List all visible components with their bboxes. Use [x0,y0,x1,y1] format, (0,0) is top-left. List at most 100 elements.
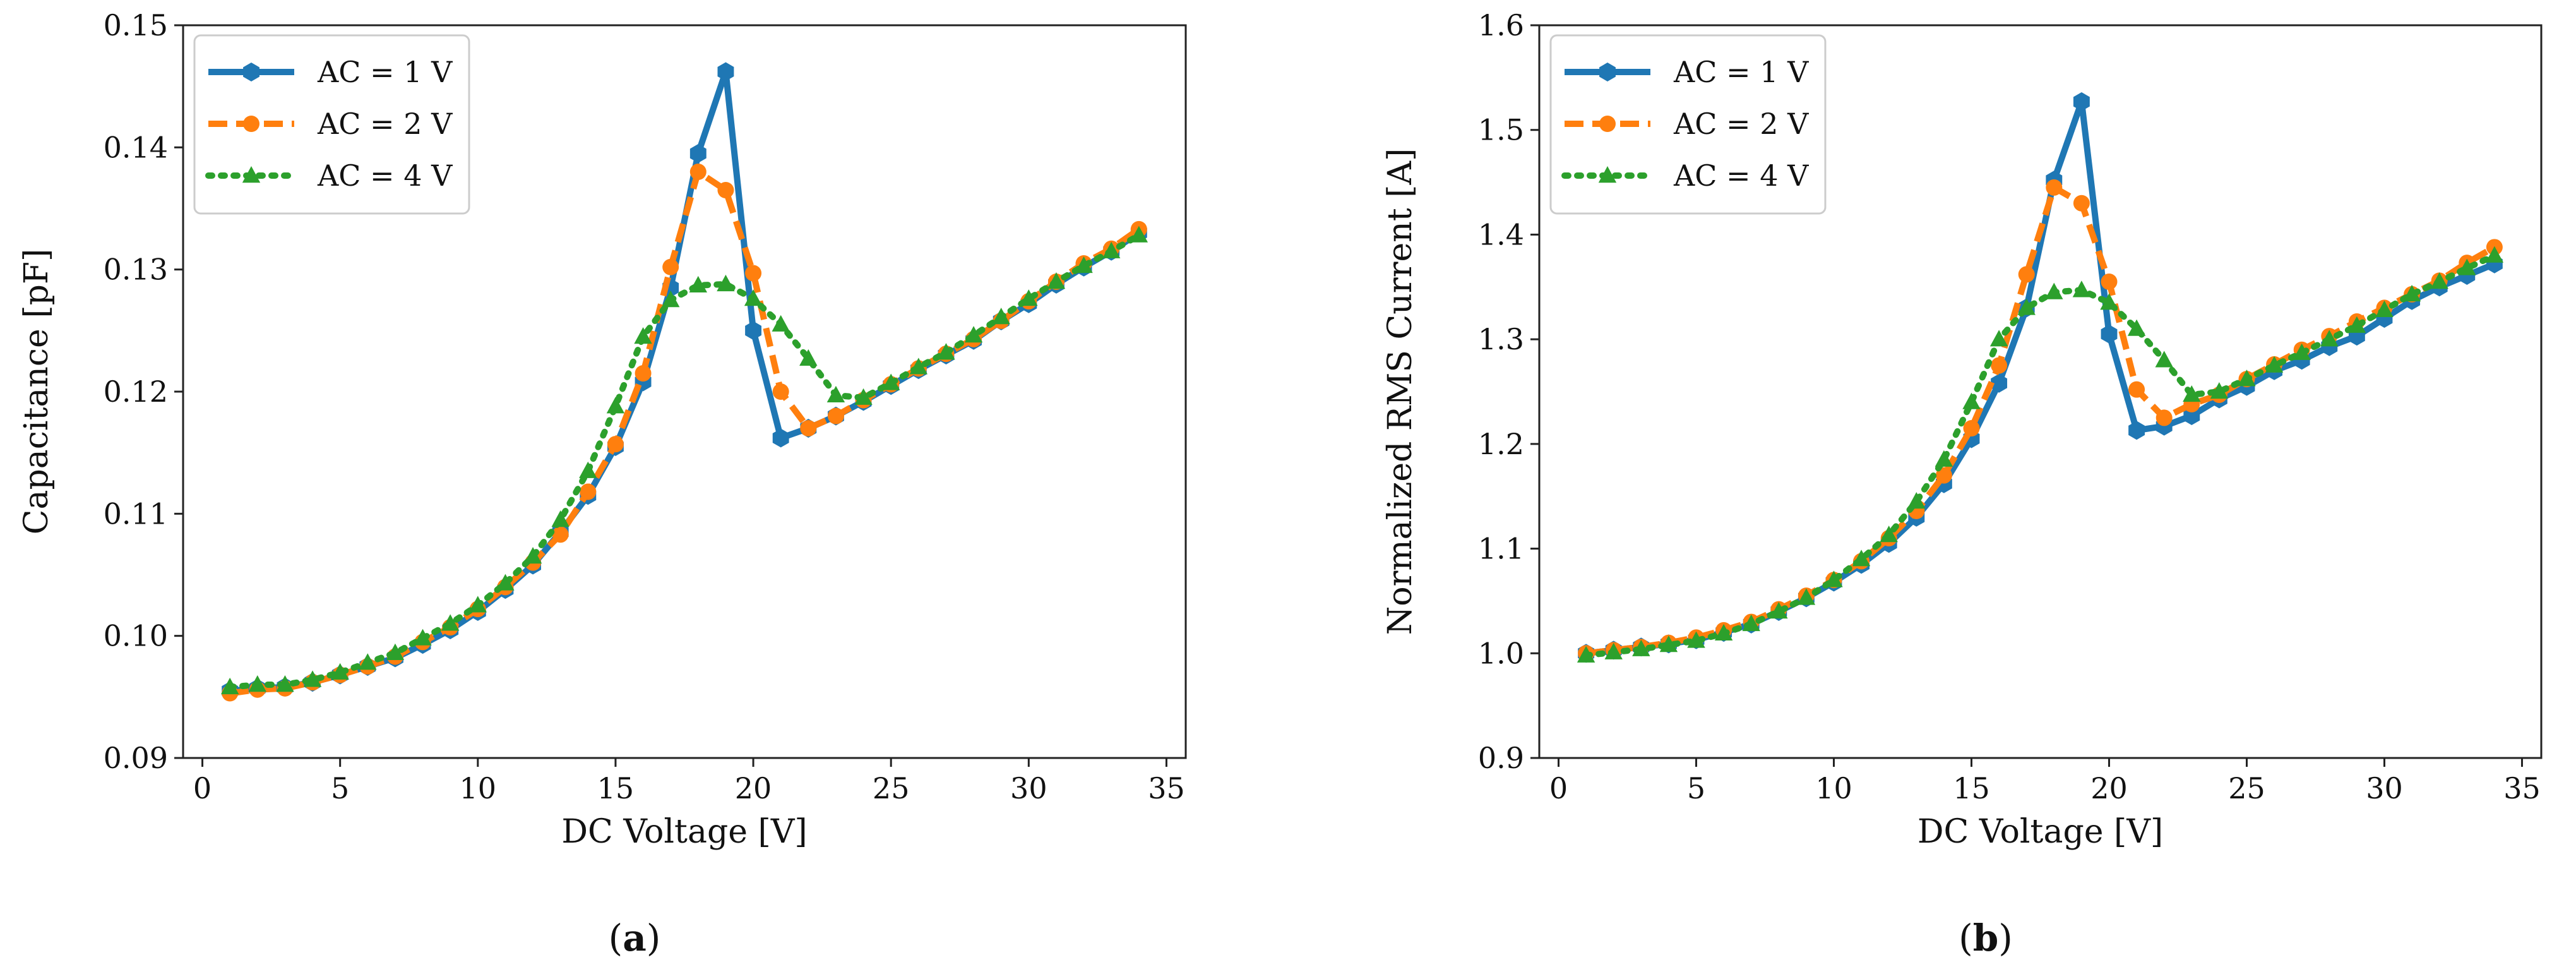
y-tick-label: 0.13 [104,253,168,287]
data-point [1632,639,1650,656]
legend-label-1: AC = 1 V [1673,55,1809,89]
legend-marker-3 [242,166,261,183]
data-point [1770,602,1788,619]
data-point [854,388,873,405]
data-point [2210,382,2229,399]
legend-marker-3 [1598,166,1617,183]
data-point [1907,492,1926,509]
x-tick-label: 25 [873,771,910,805]
data-point [2265,356,2284,373]
data-point [1991,373,2008,393]
data-point [800,420,817,436]
x-tick-label: 10 [460,771,497,805]
chart-panel-a: 0 5 10 15 20 25 30 35 0.09 0.10 0.11 0.12 0.13 0.14 0.… [18,8,1187,959]
x-axis-label: DC Voltage [V] [561,813,807,851]
data-point [2018,266,2035,283]
chart-panel-b: 0 5 10 15 20 25 30 35 0.9 1.0 1.1 1.2 1.3 1.4 1.5 1.6 DC… [1381,8,2543,959]
legend-label-3: AC = 4 V [317,159,453,193]
x-tick-label: 5 [331,771,349,805]
data-point [881,373,900,390]
series-3 [220,225,1148,695]
data-point [2375,300,2394,317]
legend-marker-1 [243,63,259,81]
data-point [2072,280,2091,298]
panel-label: (b) [1959,917,2013,959]
data-point [1962,392,1981,409]
data-point [607,436,624,453]
data-point [937,343,955,360]
data-point [2101,274,2118,290]
data-point [1604,642,1623,659]
series-line-3 [1583,252,2498,659]
x-tick-label: 15 [1953,771,1990,805]
data-point [689,144,707,163]
data-point [2017,298,2036,315]
data-point [1687,631,1705,648]
data-point [772,428,789,448]
data-point [2101,324,2118,344]
data-point [1130,225,1148,243]
data-point [552,526,569,543]
data-point [359,653,377,670]
data-point [1714,623,1733,641]
legend-label-2: AC = 2 V [1673,107,1809,141]
data-point [964,326,983,343]
y-tick-label: 0.09 [104,741,168,775]
data-point [248,675,266,692]
series-line-2 [229,169,1141,697]
data-point [689,275,708,293]
data-point [1075,256,1093,274]
data-point [1852,550,1871,567]
y-tick-label: 1.5 [1478,113,1524,147]
data-point [1047,272,1066,289]
data-point [2156,409,2173,426]
data-point [772,315,790,332]
axes-frame [1538,24,2543,759]
y-tick-label: 1.2 [1478,427,1524,461]
data-point [744,289,763,306]
data-point [2293,343,2311,360]
data-point [2347,316,2366,333]
x-tick-label: 5 [1687,771,1705,805]
data-point [2430,272,2448,289]
data-point [2045,282,2063,299]
data-point [689,164,707,180]
data-point [2402,284,2421,302]
data-point [1797,588,1816,605]
x-tick-label: 15 [597,771,635,805]
legend-label-2: AC = 2 V [317,107,453,141]
data-point [909,358,928,375]
x-tick-label: 30 [1010,771,1047,805]
data-point [2046,179,2063,196]
y-tick-label: 1.4 [1478,217,1524,251]
data-point [745,321,762,340]
x-axis-label: DC Voltage [V] [1917,813,2163,851]
data-point [1577,646,1595,663]
data-point [303,670,322,687]
y-tick-label: 0.9 [1478,741,1524,775]
data-point [992,308,1010,325]
data-point [1659,635,1678,652]
legend-marker-2 [1599,116,1616,132]
data-point [1020,289,1038,306]
data-point [606,397,625,414]
data-point [1742,614,1760,632]
data-point [661,291,680,308]
data-point [634,327,652,344]
data-point [220,677,239,695]
data-point [2073,92,2090,111]
legend: AC = 1 V AC = 2 V AC = 4 V [193,34,470,215]
data-point [1963,420,1980,436]
data-point [468,596,487,613]
legend-box [1549,34,1827,215]
x-tick-label: 10 [1815,771,1852,805]
x-tick-label: 20 [2090,771,2128,805]
data-point [276,675,294,692]
series-2 [222,164,1147,702]
data-point [551,510,569,527]
y-axis-label: Capacitance [pF] [18,249,56,535]
data-point [2155,351,2173,368]
x-tick-label: 35 [2503,771,2541,805]
data-point [2458,258,2476,275]
